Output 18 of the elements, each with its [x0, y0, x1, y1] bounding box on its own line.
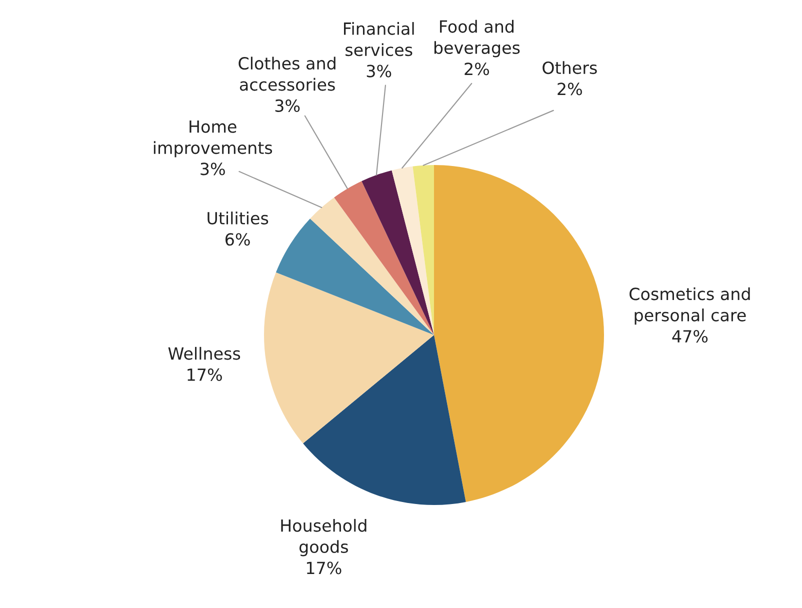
data-label: 17%: [306, 562, 342, 574]
data-label: 17%: [188, 368, 222, 382]
data-label: 2%: [464, 62, 490, 76]
slice-label: Cosmetics and personal care: [630, 287, 750, 325]
slice-label: Financial services: [344, 22, 414, 56]
data-label: 3%: [366, 64, 392, 78]
slice-label: Utilities: [208, 212, 268, 224]
data-label: 2%: [558, 82, 582, 96]
data-label: 6%: [226, 233, 250, 246]
slice-label: Food and beverages: [434, 20, 520, 58]
data-label: 47%: [672, 330, 708, 343]
slice-label: Household goods: [281, 518, 366, 556]
data-label: 3%: [200, 162, 225, 176]
slice-label: Others: [542, 61, 597, 74]
slice-label: Home improvements: [154, 120, 272, 158]
data-label: 3%: [275, 99, 300, 112]
slice-label: Wellness: [168, 346, 240, 360]
slice-label: Clothes and accessories: [238, 56, 336, 91]
